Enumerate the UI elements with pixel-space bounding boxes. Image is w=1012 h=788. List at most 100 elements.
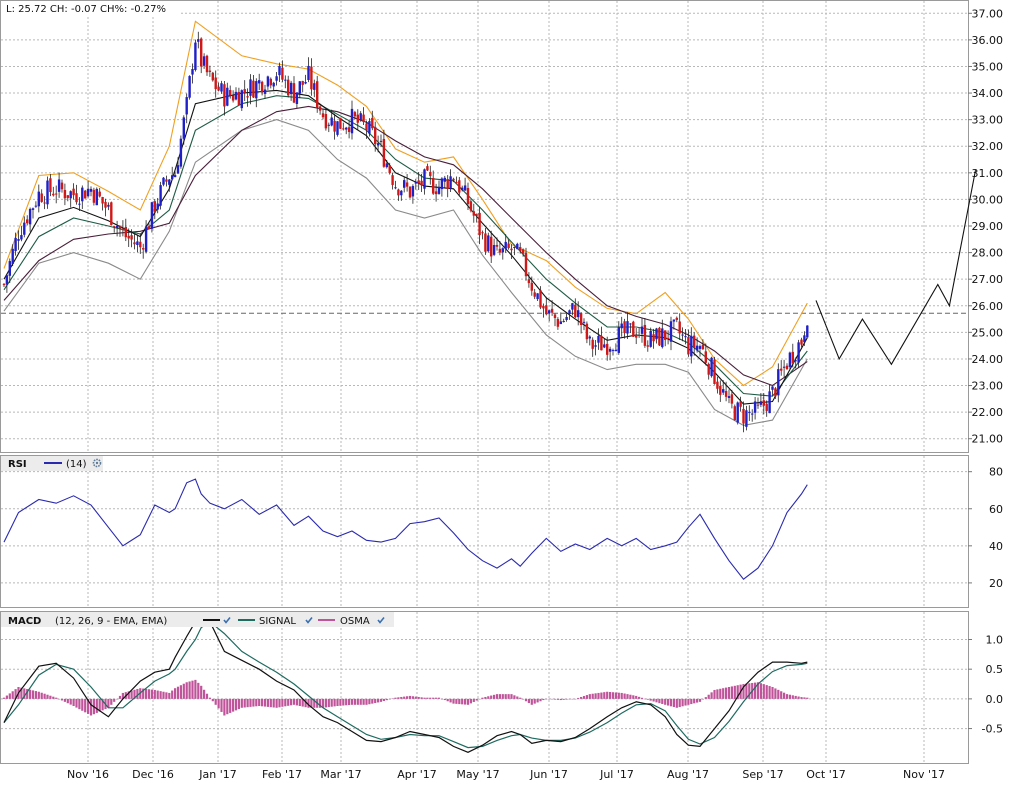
osma-bar: [197, 682, 200, 699]
candlestick: [57, 172, 61, 198]
candlestick: [690, 327, 693, 364]
candle-body: [246, 96, 249, 98]
osma-bar: [466, 698, 470, 705]
osma-bar: [669, 698, 673, 707]
candlestick: [147, 223, 151, 230]
candle-body: [521, 249, 525, 254]
candle-body: [545, 305, 548, 315]
candlestick: [20, 226, 23, 242]
candle-body: [57, 179, 61, 192]
check-icon[interactable]: [377, 617, 385, 624]
candlestick: [98, 187, 101, 198]
osma-bar: [548, 698, 551, 700]
candle-body: [20, 235, 23, 240]
candle-body: [150, 202, 154, 229]
candle-body: [49, 178, 52, 193]
candle-body: [635, 335, 638, 338]
osma-bar: [719, 688, 722, 699]
osma-bar: [603, 692, 606, 699]
osma-bar: [52, 696, 55, 699]
osma-bar: [611, 692, 615, 699]
candle-body: [394, 187, 397, 189]
candle-body: [179, 138, 183, 167]
candle-body: [403, 180, 406, 188]
candlestick: [649, 327, 652, 348]
candle-body: [684, 336, 687, 338]
candle-body: [730, 394, 734, 404]
candle-body: [466, 188, 470, 205]
candlestick: [527, 272, 531, 288]
candlestick: [156, 197, 159, 214]
osma-bar: [493, 694, 496, 699]
candle-body: [81, 187, 84, 202]
candlestick: [768, 384, 771, 414]
candle-body: [780, 368, 783, 371]
candlestick: [298, 81, 301, 99]
osma-bar: [147, 689, 151, 699]
candle-body: [611, 350, 615, 352]
osma-bar: [203, 689, 206, 699]
candlestick: [664, 330, 667, 347]
macd-params: (12, 26, 9 - EMA, EMA): [55, 616, 167, 627]
candlestick: [342, 122, 345, 131]
osma-bar: [710, 692, 713, 699]
osma-bar: [591, 693, 594, 699]
candle-body: [89, 188, 93, 192]
candle-body: [649, 331, 652, 347]
candlestick: [727, 389, 731, 404]
candle-body: [321, 113, 325, 118]
osma-bar: [153, 689, 156, 699]
candle-body: [510, 248, 513, 251]
candle-body: [501, 248, 504, 253]
candle-body: [669, 321, 673, 342]
candle-body: [469, 201, 473, 211]
candlestick: [579, 312, 583, 334]
osma-bar: [118, 695, 122, 699]
check-icon[interactable]: [223, 617, 231, 624]
candlestick: [81, 185, 84, 209]
candle-body: [336, 121, 339, 135]
candlestick: [26, 215, 29, 226]
candlestick: [150, 201, 154, 233]
candle-body: [156, 203, 159, 210]
candle-body: [5, 275, 9, 285]
candle-body: [524, 252, 528, 277]
osma-bar: [498, 694, 501, 699]
candlestick: [313, 79, 316, 98]
candle-body: [350, 108, 354, 134]
candlestick: [466, 182, 470, 210]
osma-bar: [14, 689, 17, 699]
candle-body: [452, 178, 455, 181]
price-axis-tick-label: 26.00: [972, 300, 1004, 313]
price-plot: [1, 20, 977, 433]
candlestick: [640, 317, 644, 343]
candlestick: [333, 113, 336, 140]
check-icon[interactable]: [305, 617, 313, 624]
candle-body: [237, 91, 241, 106]
candlestick: [376, 135, 380, 153]
gear-icon[interactable]: [92, 458, 102, 468]
candle-body: [252, 80, 255, 98]
osma-bar: [243, 698, 246, 708]
candlestick: [301, 80, 304, 93]
osma-bar: [780, 691, 783, 699]
lower-envelope-line: [3, 119, 808, 426]
candle-body: [66, 195, 69, 198]
osma-bar: [252, 698, 255, 707]
candlestick: [173, 171, 177, 178]
candlestick: [43, 196, 46, 210]
osma-bar: [229, 698, 232, 713]
candle-body: [504, 241, 507, 249]
osma-bar: [406, 696, 409, 699]
candlestick: [287, 75, 290, 98]
candlestick: [374, 121, 377, 152]
candle-body: [434, 191, 438, 195]
osma-bar: [359, 698, 362, 705]
osma-bar: [292, 698, 296, 705]
osma-bar: [568, 698, 571, 700]
candle-body: [516, 243, 519, 250]
candlestick: [95, 187, 98, 206]
osma-bar: [43, 693, 46, 699]
candle-body: [359, 113, 362, 121]
candle-body: [298, 81, 301, 94]
